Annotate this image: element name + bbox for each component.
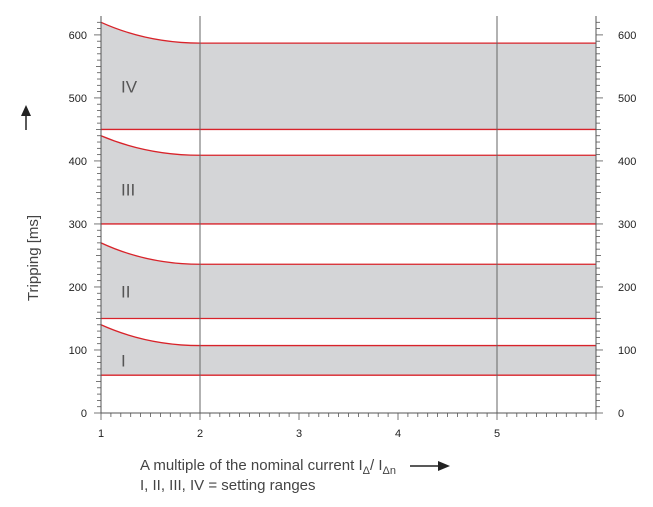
y-tick-label-left: 500 — [69, 93, 87, 105]
y-tick-label-left: 100 — [69, 345, 87, 357]
x-axis-arrow-icon — [410, 461, 451, 472]
y-tick-label-left: 600 — [69, 30, 87, 42]
y-axis-arrow-icon — [21, 105, 31, 130]
band-label-i: I — [121, 351, 126, 370]
y-tick-label-right: 400 — [618, 156, 636, 168]
vertical-gridlines — [199, 16, 498, 413]
band-upper-edge-iii — [100, 135, 596, 156]
x-tick-label: 1 — [98, 428, 104, 440]
x-tick-label: 3 — [296, 428, 302, 440]
y-tick-label-right: 200 — [618, 282, 636, 294]
y-tick-label-right: 500 — [618, 93, 636, 105]
y-tick-label-left: 0 — [81, 408, 87, 420]
y-tick-label-right: 100 — [618, 345, 636, 357]
x-axis-title-sub1: Δ — [362, 465, 370, 477]
x-axis-title-mid: / I — [369, 457, 383, 474]
y-tick-label-right: 300 — [618, 219, 636, 231]
tripping-chart: 0 0 100 100 200 200 300 300 400 400 500 500 600 600 1 2… — [21, 16, 637, 440]
y-tick-label-left: 400 — [69, 156, 87, 168]
band-iv — [101, 22, 596, 130]
tick-labels: 0 0 100 100 200 200 300 300 400 400 500 500 600 600 1 2… — [69, 30, 637, 440]
band-label-iv: IV — [121, 77, 138, 96]
setting-range-bands — [100, 21, 596, 376]
band-label-ii: II — [121, 282, 130, 301]
y-tick-label-left: 300 — [69, 219, 87, 231]
y-tick-label-left: 200 — [69, 282, 87, 294]
x-axis-title: A multiple of the nominal current IΔ/ IΔ… — [140, 457, 451, 477]
band-upper-edge-iv — [100, 21, 596, 44]
band-i — [101, 324, 596, 376]
x-axis-title-sub2: Δn — [382, 465, 396, 477]
band-iii — [101, 135, 596, 224]
x-tick-label: 4 — [395, 428, 401, 440]
band-ii — [101, 242, 596, 319]
y-tick-label-right: 600 — [618, 30, 636, 42]
axes — [94, 16, 603, 420]
band-upper-edge-i — [100, 324, 596, 347]
y-tick-label-right: 0 — [618, 408, 624, 420]
x-tick-label: 2 — [197, 428, 203, 440]
x-tick-label: 5 — [494, 428, 500, 440]
y-axis-title: Tripping [ms] — [25, 215, 42, 301]
band-upper-edge-ii — [100, 242, 596, 265]
band-label-iii: III — [121, 181, 135, 200]
x-axis-title-text: A multiple of the nominal current I — [140, 457, 363, 474]
legend-caption: I, II, III, IV = setting ranges — [140, 477, 316, 494]
